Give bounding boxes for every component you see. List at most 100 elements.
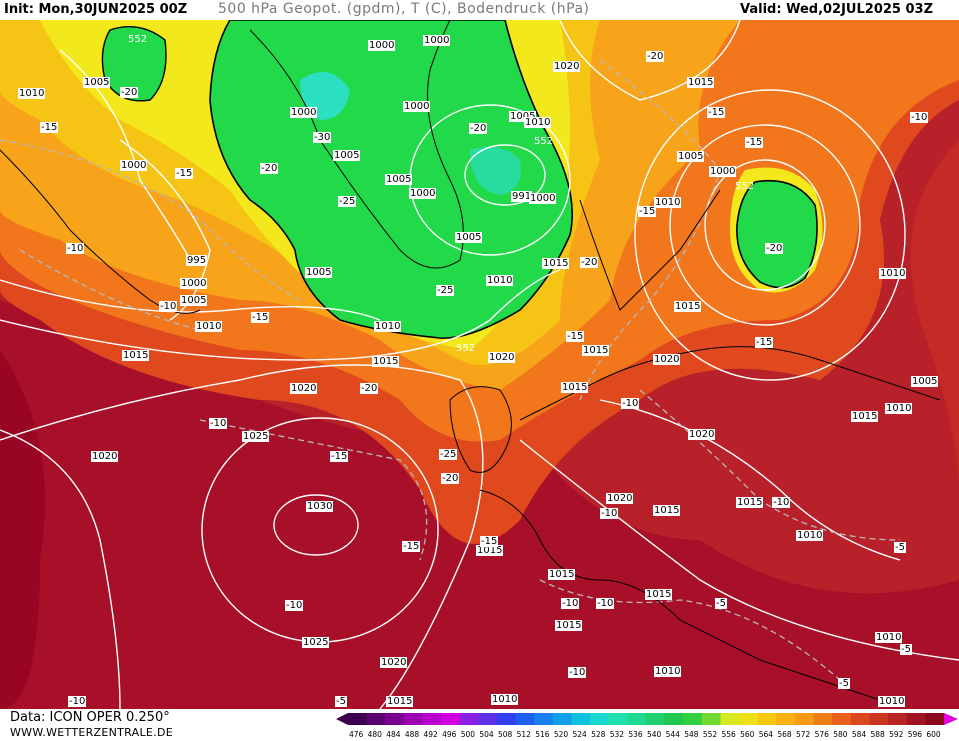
temperature-label: -15 bbox=[402, 541, 421, 552]
temperature-label: -10 bbox=[285, 600, 304, 611]
temperature-label: -25 bbox=[439, 449, 458, 460]
pressure-label: 1015 bbox=[645, 589, 673, 600]
pressure-label: 1020 bbox=[380, 657, 408, 668]
scale-swatch bbox=[552, 713, 572, 725]
scale-swatch bbox=[348, 713, 368, 725]
scale-label: 540 bbox=[647, 730, 662, 739]
temperature-label: -15 bbox=[330, 451, 349, 462]
isobar-1010-low-e bbox=[634, 89, 906, 381]
temperature-label: -20 bbox=[441, 473, 460, 484]
scale-swatch bbox=[534, 713, 554, 725]
scale-label: 524 bbox=[573, 730, 588, 739]
scale-label: 496 bbox=[442, 730, 457, 739]
geopotential-label: 552 bbox=[534, 136, 554, 147]
pressure-label: 1005 bbox=[911, 376, 939, 387]
scale-label: 600 bbox=[926, 730, 941, 739]
weather-map: 1000 1000 1010 1005 1000 995 1000 1005 1010 1015 1… bbox=[0, 19, 959, 710]
isobar-991 bbox=[464, 144, 546, 206]
scale-swatch bbox=[757, 713, 777, 725]
pressure-label: 1020 bbox=[91, 451, 119, 462]
pressure-label: 1010 bbox=[878, 696, 906, 707]
isobar-1015-a bbox=[0, 269, 561, 361]
geopotential-label: 552 bbox=[456, 343, 476, 354]
temperature-label: -10 bbox=[68, 696, 87, 707]
scale-swatch bbox=[403, 713, 423, 725]
scale-label: 532 bbox=[610, 730, 625, 739]
pressure-label: 1010 bbox=[524, 117, 552, 128]
pressure-label: 1005 bbox=[333, 150, 361, 161]
field-deep-red-west bbox=[0, 350, 45, 709]
scale-arrow-right bbox=[944, 713, 958, 725]
scale-swatch bbox=[739, 713, 759, 725]
temperature-label: -5 bbox=[900, 644, 912, 655]
scale-swatch bbox=[795, 713, 815, 725]
scale-swatch bbox=[832, 713, 852, 725]
scale-swatch bbox=[664, 713, 684, 725]
pressure-label: 1020 bbox=[488, 352, 516, 363]
scale-label: 500 bbox=[461, 730, 476, 739]
scale-swatch bbox=[925, 713, 945, 725]
scale-swatch bbox=[906, 713, 926, 725]
scale-label: 576 bbox=[815, 730, 830, 739]
pressure-label: 1015 bbox=[372, 356, 400, 367]
pressure-label: 1010 bbox=[491, 694, 519, 705]
temperature-label: -15 bbox=[707, 107, 726, 118]
pressure-label: 1000 bbox=[120, 160, 148, 171]
temperature-label: -25 bbox=[436, 285, 455, 296]
temperature-label: -15 bbox=[175, 168, 194, 179]
scale-swatch bbox=[497, 713, 517, 725]
scale-swatch bbox=[608, 713, 628, 725]
temperature-label: -20 bbox=[360, 383, 379, 394]
pressure-label: 1005 bbox=[677, 151, 705, 162]
pressure-label: 1010 bbox=[654, 666, 682, 677]
scale-swatch bbox=[869, 713, 889, 725]
pressure-label: 995 bbox=[186, 255, 208, 266]
scale-label: 548 bbox=[684, 730, 699, 739]
geopotential-label: 552 bbox=[128, 34, 148, 45]
pressure-label: 1020 bbox=[688, 429, 716, 440]
scale-label: 476 bbox=[349, 730, 364, 739]
pressure-label: 1010 bbox=[796, 530, 824, 541]
coast-scandinavia bbox=[579, 189, 721, 311]
temperature-label: -20 bbox=[580, 257, 599, 268]
site-label: WWW.WETTERZENTRALE.DE bbox=[10, 726, 173, 739]
pressure-label: 1010 bbox=[885, 403, 913, 414]
temperature-label: -5 bbox=[335, 696, 347, 707]
temperature-label: -5 bbox=[838, 678, 850, 689]
map-canvas bbox=[0, 19, 959, 710]
temperature-label: -10 bbox=[568, 667, 587, 678]
temperature-label: -20 bbox=[260, 163, 279, 174]
scale-label: 580 bbox=[833, 730, 848, 739]
init-time: Init: Mon,30JUN2025 00Z bbox=[4, 2, 188, 17]
scale-swatch bbox=[366, 713, 386, 725]
scale-label: 588 bbox=[871, 730, 886, 739]
pressure-label: 1010 bbox=[374, 321, 402, 332]
temperature-label: -15 bbox=[755, 337, 774, 348]
scale-label: 488 bbox=[405, 730, 420, 739]
pressure-label: 1000 bbox=[529, 193, 557, 204]
temperature-label: -15 bbox=[40, 122, 59, 133]
scale-label: 516 bbox=[535, 730, 550, 739]
temperature-label: -5 bbox=[894, 542, 906, 553]
scale-swatch bbox=[441, 713, 461, 725]
scale-label: 552 bbox=[703, 730, 718, 739]
pressure-label: 1000 bbox=[368, 40, 396, 51]
scale-swatch bbox=[590, 713, 610, 725]
temperature-label: -5 bbox=[715, 598, 727, 609]
pressure-label: 1015 bbox=[122, 350, 150, 361]
pressure-label: 1015 bbox=[561, 382, 589, 393]
pressure-label: 1005 bbox=[305, 267, 333, 278]
scale-swatch bbox=[422, 713, 442, 725]
scale-swatch bbox=[776, 713, 796, 725]
temperature-label: -10 bbox=[596, 598, 615, 609]
pressure-label: 1000 bbox=[180, 278, 208, 289]
geopotential-label: 552 bbox=[735, 181, 755, 192]
scale-label: 536 bbox=[628, 730, 643, 739]
scale-label: 560 bbox=[740, 730, 755, 739]
scale-swatch bbox=[888, 713, 908, 725]
pressure-label: 1015 bbox=[653, 505, 681, 516]
scale-label: 568 bbox=[777, 730, 792, 739]
temperature-label: -10 bbox=[600, 508, 619, 519]
scale-swatch bbox=[813, 713, 833, 725]
pressure-label: 1005 bbox=[509, 111, 537, 122]
